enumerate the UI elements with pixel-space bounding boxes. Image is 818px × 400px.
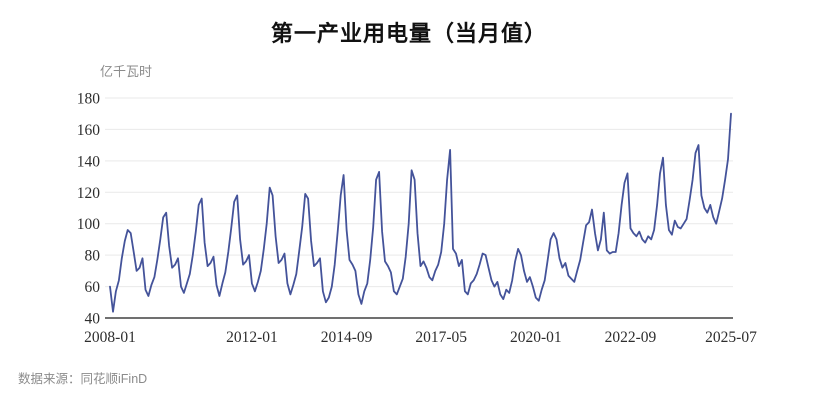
data-source-note: 数据来源：同花顺iFinD bbox=[18, 372, 148, 386]
series-line bbox=[109, 112, 732, 313]
x-tick-label: 2008-01 bbox=[84, 329, 136, 346]
y-tick-label: 100 bbox=[77, 216, 101, 233]
chart-title: 第一产业用电量（当月值） bbox=[270, 21, 547, 46]
x-tick-label: 2014-09 bbox=[321, 329, 373, 346]
y-tick-label: 60 bbox=[85, 279, 101, 296]
y-tick-label: 180 bbox=[77, 91, 101, 108]
y-tick-label: 40 bbox=[85, 311, 101, 328]
y-tick-label: 120 bbox=[77, 185, 101, 202]
y-axis-unit-label: 亿千瓦时 bbox=[100, 64, 153, 79]
x-tick-label: 2012-01 bbox=[226, 329, 278, 346]
x-tick-label: 2022-09 bbox=[605, 329, 657, 346]
x-tick-label: 2020-01 bbox=[510, 329, 562, 346]
y-tick-label: 140 bbox=[77, 153, 101, 170]
x-tick-label: 2017-05 bbox=[415, 329, 467, 346]
x-tick-label: 2025-07 bbox=[705, 329, 757, 346]
y-tick-label: 80 bbox=[85, 248, 101, 265]
y-tick-label: 160 bbox=[77, 122, 101, 139]
